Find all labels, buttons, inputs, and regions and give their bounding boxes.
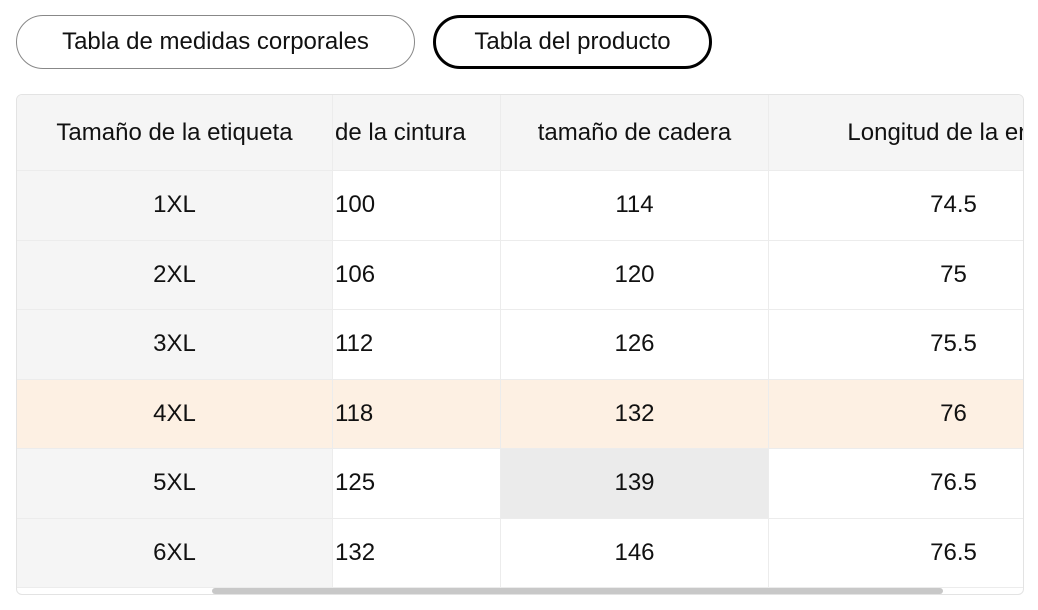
table-cell: 132 [333, 518, 501, 588]
table-cell: 76 [769, 379, 1023, 449]
tab-active[interactable]: Tabla del producto [433, 15, 712, 69]
size-label: 2XL [17, 240, 333, 310]
header-cell: de la cintura [333, 95, 501, 171]
size-label: 6XL [17, 518, 333, 588]
table-cell: 126 [501, 310, 769, 380]
table-cell: 114 [501, 171, 769, 241]
size-label: 5XL [17, 449, 333, 519]
header-cell: Tamaño de la etiqueta [17, 95, 333, 171]
table-cell: 132 [501, 379, 769, 449]
table-cell: 120 [501, 240, 769, 310]
size-table: Tamaño de la etiqueta de la cintura tamaño… [16, 94, 1024, 595]
table-cell: 106 [333, 240, 501, 310]
table-cell: 74.5 [769, 171, 1023, 241]
table-cell: 146 [501, 518, 769, 588]
table-cell: 76.5 [769, 449, 1023, 519]
table-cell: 112 [333, 310, 501, 380]
size-label: 1XL [17, 171, 333, 241]
scrollbar[interactable] [212, 588, 943, 594]
table-cell: 75 [769, 240, 1023, 310]
table-cell: 139 [501, 449, 769, 519]
size-label: 3XL [17, 310, 333, 380]
table-cell: 76.5 [769, 518, 1023, 588]
header-cell: Longitud de la entre [769, 95, 1023, 171]
header-cell: tamaño de cadera [501, 95, 769, 171]
table-cell: 75.5 [769, 310, 1023, 380]
tab[interactable]: Tabla de medidas corporales [16, 15, 415, 69]
size-label: 4XL [17, 379, 333, 449]
table-cell: 118 [333, 379, 501, 449]
table-cell: 100 [333, 171, 501, 241]
table-cell: 125 [333, 449, 501, 519]
